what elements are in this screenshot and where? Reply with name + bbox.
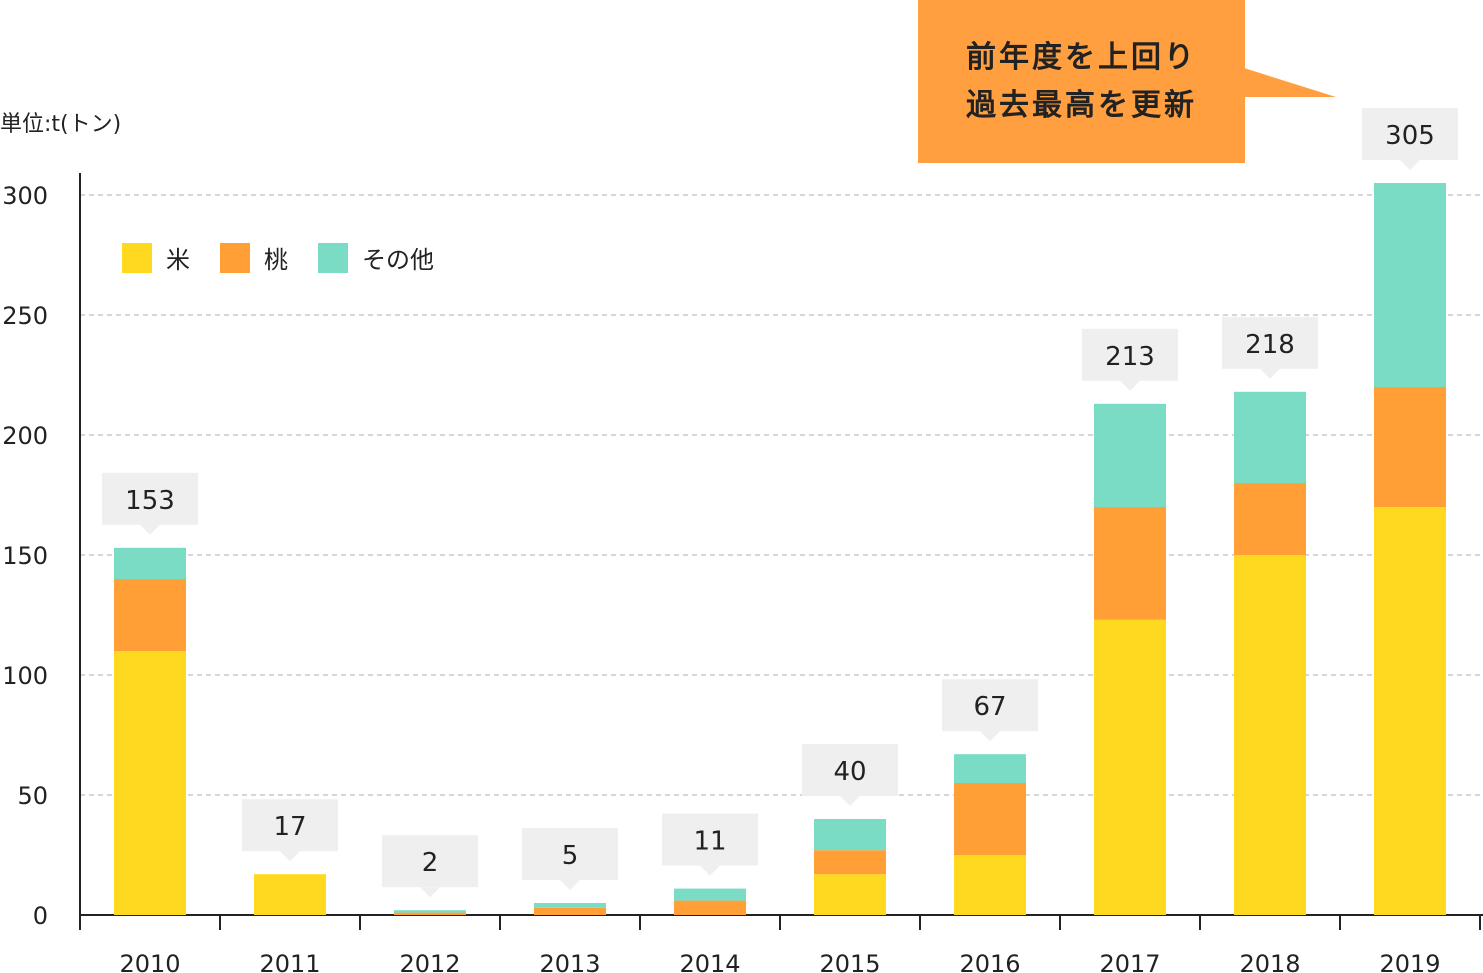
total-label-pointer xyxy=(140,524,160,535)
legend-label-peach: 桃 xyxy=(264,246,288,274)
y-tick-label: 50 xyxy=(17,782,48,810)
total-label-box xyxy=(382,835,478,888)
total-data-label: 153 xyxy=(125,486,175,516)
legend: 米 桃 その他 xyxy=(122,240,464,275)
x-tick-label: 2010 xyxy=(119,950,180,973)
annotation-callout: 前年度を上回り 過去最高を更新 xyxy=(918,0,1245,163)
bar-peach xyxy=(394,912,466,915)
total-data-label: 305 xyxy=(1385,121,1435,151)
bar-rice xyxy=(954,855,1026,915)
bar-rice xyxy=(814,874,886,915)
legend-item-rice: 米 xyxy=(122,240,190,275)
total-label-box xyxy=(942,679,1038,732)
legend-swatch-rice xyxy=(122,242,152,273)
total-label-pointer xyxy=(280,851,300,862)
x-tick-label: 2015 xyxy=(819,950,880,973)
y-tick-label: 300 xyxy=(2,182,48,210)
total-label-pointer xyxy=(1260,368,1280,379)
bar-rice xyxy=(254,874,326,915)
legend-swatch-peach xyxy=(220,242,250,273)
annotation-line-2: 過去最高を更新 xyxy=(966,87,1197,123)
total-label-pointer xyxy=(980,731,1000,742)
bar-peach xyxy=(814,850,886,875)
bar-peach xyxy=(114,579,186,651)
total-label-pointer xyxy=(560,880,580,890)
callout-tail xyxy=(1244,68,1336,97)
total-data-label: 67 xyxy=(973,692,1006,722)
total-data-label: 5 xyxy=(562,841,579,871)
x-tick-label: 2014 xyxy=(679,950,740,973)
unit-label: 単位:t(トン) xyxy=(0,112,122,137)
bar-other xyxy=(814,819,886,851)
total-data-label: 2 xyxy=(422,848,439,878)
bar-rice xyxy=(1374,507,1446,915)
annotation-line-1: 前年度を上回り xyxy=(966,39,1197,75)
y-tick-label: 150 xyxy=(2,542,48,570)
bar-other xyxy=(534,903,606,908)
x-tick-label: 2012 xyxy=(399,950,460,973)
total-data-label: 40 xyxy=(833,757,866,787)
legend-label-rice: 米 xyxy=(166,246,190,274)
x-tick-label: 2018 xyxy=(1239,950,1300,973)
bar-other xyxy=(1234,391,1306,483)
total-label-pointer xyxy=(1400,160,1420,170)
bar-other xyxy=(954,754,1026,783)
x-tick-label: 2011 xyxy=(259,950,320,973)
bar-peach xyxy=(674,900,746,915)
legend-label-other: その他 xyxy=(362,246,434,274)
total-label-pointer xyxy=(1120,380,1140,391)
bar-rice xyxy=(1234,555,1306,915)
x-tick-label: 2016 xyxy=(959,950,1020,973)
bar-other xyxy=(674,888,746,901)
bar-rice xyxy=(114,651,186,915)
y-tick-label: 100 xyxy=(2,662,48,690)
total-label-box xyxy=(102,472,198,525)
bar-peach xyxy=(1094,507,1166,620)
x-tick-label: 2019 xyxy=(1379,950,1440,973)
bar-rice xyxy=(1094,619,1166,915)
total-data-label: 11 xyxy=(693,827,726,857)
total-data-label: 218 xyxy=(1245,330,1295,360)
bar-peach xyxy=(534,907,606,915)
bar-other xyxy=(394,910,466,913)
bar-peach xyxy=(1374,387,1446,507)
bar-other xyxy=(114,547,186,579)
legend-item-other: その他 xyxy=(318,240,434,275)
legend-swatch-other xyxy=(318,242,348,273)
total-label-pointer xyxy=(420,887,440,898)
total-label-box xyxy=(662,813,758,866)
x-tick-label: 2017 xyxy=(1099,950,1160,973)
total-label-box xyxy=(1082,328,1178,381)
total-data-label: 213 xyxy=(1105,342,1155,372)
y-tick-label: 0 xyxy=(33,902,48,930)
total-label-pointer xyxy=(700,865,720,876)
total-data-label: 17 xyxy=(273,812,306,842)
y-tick-label: 250 xyxy=(2,302,48,330)
total-label-box xyxy=(242,799,338,852)
x-tick-label: 2013 xyxy=(539,950,600,973)
bar-peach xyxy=(1234,483,1306,555)
total-label-box xyxy=(1222,316,1318,369)
bar-peach xyxy=(954,783,1026,855)
bar-other xyxy=(1094,403,1166,507)
total-label-box xyxy=(522,828,618,880)
total-label-pointer xyxy=(840,796,860,806)
total-label-box xyxy=(1362,108,1458,160)
bar-other xyxy=(1374,183,1446,387)
total-label-box xyxy=(802,744,898,796)
legend-item-peach: 桃 xyxy=(220,240,288,275)
y-tick-label: 200 xyxy=(2,422,48,450)
